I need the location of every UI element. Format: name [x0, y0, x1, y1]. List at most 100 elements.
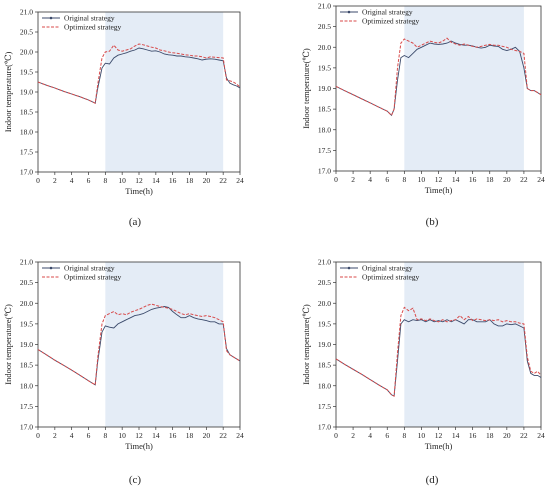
x-tick-label: 10 [118, 431, 126, 440]
x-tick-label: 14 [452, 431, 460, 440]
y-tick-label: 20.0 [318, 43, 331, 52]
y-tick-label: 19.5 [318, 319, 331, 328]
y-tick-label: 19.0 [20, 340, 33, 349]
x-tick-label: 8 [402, 431, 406, 440]
series-line-original [335, 319, 542, 397]
legend-entry: Optimized strategy [362, 17, 420, 26]
y-tick-label: 17.5 [318, 402, 331, 411]
y-tick-label: 18.0 [20, 381, 33, 390]
x-tick-label: 22 [520, 431, 528, 440]
y-tick-label: 17.5 [20, 148, 33, 157]
x-tick-label: 10 [418, 175, 426, 184]
x-tick-label: 24 [236, 431, 244, 440]
x-tick-label: 2 [351, 431, 355, 440]
x-tick-label: 6 [87, 431, 91, 440]
x-tick-label: 12 [135, 431, 143, 440]
x-tick-label: 10 [418, 431, 426, 440]
y-tick-label: 20.0 [20, 299, 33, 308]
y-tick-label: 20.0 [20, 48, 33, 57]
x-tick-label: 24 [537, 175, 545, 184]
series-line-optimized [335, 37, 542, 117]
y-tick-label: 19.0 [318, 340, 331, 349]
shaded-region [404, 6, 524, 171]
x-axis-label: Time(h) [125, 186, 153, 196]
y-tick-label: 18.0 [318, 381, 331, 390]
x-tick-label: 20 [503, 175, 511, 184]
legend-entry: Optimized strategy [64, 23, 122, 32]
panel-label: (a) [129, 216, 142, 228]
x-tick-label: 16 [169, 176, 177, 185]
x-tick-label: 0 [36, 176, 40, 185]
y-tick-label: 19.5 [20, 319, 33, 328]
legend-entry: Original strategy [362, 8, 413, 17]
y-tick-label: 17.5 [318, 146, 331, 155]
x-tick-label: 12 [435, 175, 443, 184]
shaded-region [105, 12, 224, 172]
legend-entry: Original strategy [64, 14, 115, 23]
x-tick-label: 10 [118, 176, 126, 185]
y-tick-label: 17.0 [318, 167, 331, 176]
y-tick-label: 17.5 [20, 402, 33, 411]
x-tick-label: 0 [334, 431, 338, 440]
x-tick-label: 8 [103, 431, 107, 440]
y-tick-label: 18.5 [318, 105, 331, 114]
x-tick-label: 16 [469, 431, 477, 440]
x-tick-label: 0 [334, 175, 338, 184]
chart-panel-4: 0 2 4 6 8 10 12 14 16 18 20 22 2417.017.518.018.519.… [301, 258, 545, 486]
x-tick-label: 0 [36, 431, 40, 440]
x-tick-label: 4 [368, 431, 372, 440]
x-tick-label: 14 [452, 175, 460, 184]
x-tick-label: 18 [486, 175, 494, 184]
y-tick-label: 18.0 [20, 128, 33, 137]
y-tick-label: 19.5 [318, 63, 331, 72]
y-tick-label: 20.5 [318, 22, 331, 31]
x-tick-label: 12 [435, 431, 443, 440]
y-tick-label: 20.5 [20, 28, 33, 37]
x-tick-label: 20 [203, 176, 211, 185]
series-line-optimized [335, 306, 542, 397]
x-tick-label: 4 [70, 176, 74, 185]
y-tick-label: 21.0 [318, 258, 331, 267]
panel-label: (d) [426, 474, 439, 486]
shaded-region [404, 262, 524, 427]
x-tick-label: 12 [135, 176, 143, 185]
x-tick-label: 18 [486, 431, 494, 440]
legend-entry: Original strategy [64, 264, 115, 273]
x-tick-label: 24 [537, 431, 545, 440]
x-axis-label: Time(h) [425, 441, 453, 451]
y-tick-label: 19.0 [318, 84, 331, 93]
series-line-optimized [37, 303, 241, 386]
legend-marker [347, 266, 351, 270]
x-tick-label: 22 [219, 431, 227, 440]
panel-label: (c) [129, 474, 142, 486]
panel-label: (b) [426, 216, 439, 228]
y-tick-label: 18.5 [20, 108, 33, 117]
chart-panel-2: 0 2 4 6 8 10 12 14 16 18 20 22 2417.017.518.018.519.… [301, 2, 545, 228]
legend-marker [347, 10, 351, 14]
x-tick-label: 2 [351, 175, 355, 184]
x-tick-label: 14 [152, 431, 160, 440]
x-tick-label: 22 [219, 176, 227, 185]
x-tick-label: 4 [70, 431, 74, 440]
legend-marker [49, 16, 53, 20]
y-tick-label: 18.0 [318, 125, 331, 134]
x-axis-label: Time(h) [125, 441, 153, 451]
shaded-region [105, 262, 224, 427]
y-tick-label: 19.0 [20, 88, 33, 97]
x-tick-label: 8 [103, 176, 107, 185]
y-tick-label: 17.0 [20, 423, 33, 432]
y-tick-label: 18.5 [20, 361, 33, 370]
x-axis-label: Time(h) [425, 185, 453, 195]
x-tick-label: 20 [503, 431, 511, 440]
y-tick-label: 19.5 [20, 68, 33, 77]
x-tick-label: 2 [53, 431, 57, 440]
x-tick-label: 6 [87, 176, 91, 185]
legend-entry: Optimized strategy [362, 273, 420, 282]
x-tick-label: 18 [186, 176, 194, 185]
chart-panel-1: 0 2 4 6 8 10 12 14 16 18 20 22 2417.017.518.018.519.… [3, 8, 244, 228]
x-tick-label: 8 [402, 175, 406, 184]
y-axis-label: Indoor temperature(℃) [3, 52, 13, 133]
x-tick-label: 16 [169, 431, 177, 440]
x-tick-label: 14 [152, 176, 160, 185]
